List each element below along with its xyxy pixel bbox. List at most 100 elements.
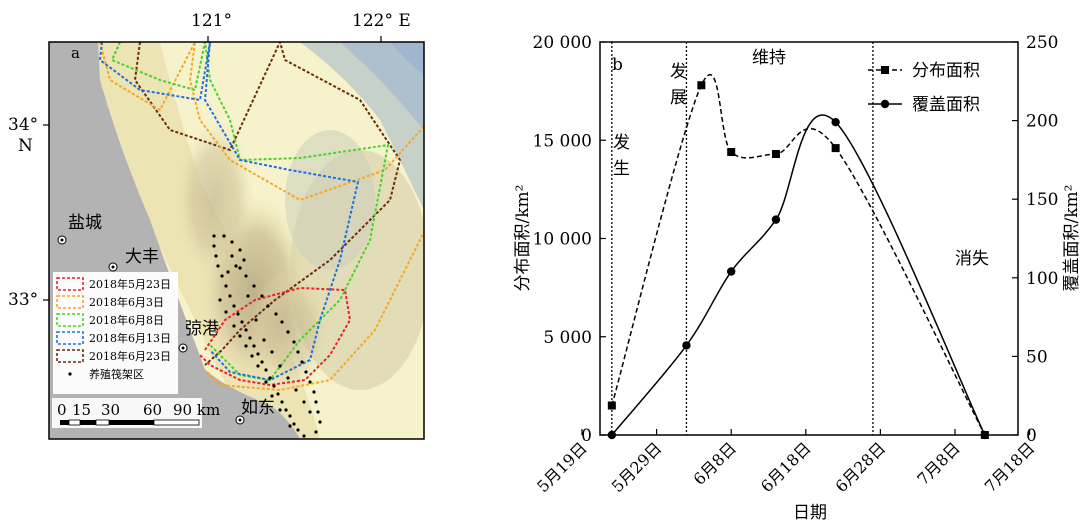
data-point-square [831,144,840,153]
city-yancheng: 盐城 [57,213,102,245]
x-tick-label: 5月19日 [533,438,591,496]
scale-label: 0 [57,401,67,419]
x-tick-label: 6月28日 [832,438,890,496]
left-tick-label: 10 000 [533,230,592,250]
raft-area-dots [212,234,322,438]
scale-label: 90 km [173,401,220,419]
data-point-circle [727,267,736,276]
left-tick-label: 0 [581,426,592,446]
legend-label: 2018年6月8日 [89,313,164,327]
x-axis-ticks: 5月19日 5月29日 6月8日 6月18日 6月28日 7月8日 7月18日 [533,429,1038,496]
map-legend-item: 2018年5月23日 [56,277,171,291]
legend-label: 2018年5月23日 [89,277,171,291]
data-point-circle [831,117,840,127]
x-tick-label: 5月29日 [608,438,666,496]
chart-legend-item: 分布面积 [868,61,980,81]
series-distribution-area [607,74,989,439]
panel-a-label: a [71,44,80,62]
y-axis-right-label: 覆盖面积/km² [1062,185,1082,292]
left-axis-ticks: 0 5 000 10 000 15 000 20 000 [533,33,606,446]
scale-label: 15 [72,401,91,419]
city-label: 如东 [241,398,275,418]
scale-label: 30 [101,401,120,419]
bloom-outlines [98,42,424,392]
data-point-circle [771,215,781,224]
legend-swatch [56,349,84,363]
phase-label: 发 [670,62,687,82]
outline-2018-06-23 [133,42,402,366]
right-tick-label: 200 [1026,112,1058,132]
phase-label: 展 [670,88,687,108]
data-point-square [727,148,736,157]
series-line [611,74,986,436]
city-dafeng: 大丰 [108,247,159,272]
panel-b-label: b [612,55,623,75]
right-tick-label: 50 [1026,347,1048,367]
right-tick-label: 100 [1026,269,1058,289]
legend-label: 分布面积 [912,61,980,81]
lat-tick-33: 33° [8,290,38,310]
phase-label: 生 [613,159,630,179]
x-tick-label: 6月18日 [757,438,815,496]
legend-label: 2018年6月3日 [89,295,164,309]
legend-label: 养殖筏架区 [89,367,144,381]
city-label: 盐城 [68,213,102,233]
legend-swatch [56,331,84,345]
phase-label: 发 [613,133,630,153]
x-tick-label: 7月8日 [913,438,963,488]
legend-marker [881,66,889,74]
phase-label: 消失 [955,249,989,269]
city-label: 弶港 [185,319,219,339]
legend-swatch [56,313,84,327]
right-tick-label: 0 [1026,426,1037,446]
series-group [607,74,990,440]
data-point-circle [607,430,617,440]
left-tick-label: 15 000 [533,131,592,151]
map-ticks [43,36,382,301]
lat-tick-n: N [18,136,33,156]
series-line [611,114,986,436]
scale-label: 60 [143,401,162,419]
legend-dot [68,372,72,376]
outline-2018-06-03 [99,42,424,392]
lat-tick-34: 34° [8,115,38,135]
x-axis-label: 日期 [793,503,827,523]
data-point-square [771,150,780,159]
map-legend-item: 养殖筏架区 [68,367,144,381]
left-tick-label: 5 000 [543,328,592,348]
outline-2018-05-23 [199,286,352,387]
map-legend-item: 2018年6月23日 [56,349,171,363]
data-point-square [607,401,616,410]
legend-label: 覆盖面积 [912,95,980,115]
right-axis-ticks: 0 50 100 150 200 250 [1012,33,1058,446]
map-legend-item: 2018年6月13日 [56,331,171,345]
x-tick-label: 7月18日 [981,438,1039,496]
phase-label: 维持 [752,48,786,68]
data-point-circle [682,341,691,350]
data-point-square [697,81,706,90]
legend-marker [880,99,890,109]
lon-tick-122: 122° E [352,11,411,31]
city-rudong: 如东 [235,398,275,425]
data-point-circle [980,430,990,440]
legend-swatch [56,295,84,309]
phase-lines [611,42,874,435]
legend-label: 2018年6月23日 [89,349,171,363]
map-legend: 2018年5月23日 2018年6月3日 2018年6月8日 2018年6月13日 20… [53,272,178,394]
scale-bar: 0 15 30 60 90 km [52,398,220,428]
y-axis-left-label: 分布面积/km² [513,185,533,292]
lon-tick-121: 121° [191,11,232,31]
map-panel: 盐城 大丰 弶港 如东 [8,11,425,440]
right-tick-label: 250 [1026,33,1058,53]
right-tick-label: 150 [1026,190,1058,210]
map-legend-item: 2018年6月8日 [56,313,164,327]
map-legend-item: 2018年6月3日 [56,295,164,309]
x-tick-label: 6月8日 [690,438,740,488]
chart-legend-item: 覆盖面积 [868,95,980,115]
outline-2018-06-13 [98,42,360,382]
outline-2018-06-08 [110,42,390,382]
